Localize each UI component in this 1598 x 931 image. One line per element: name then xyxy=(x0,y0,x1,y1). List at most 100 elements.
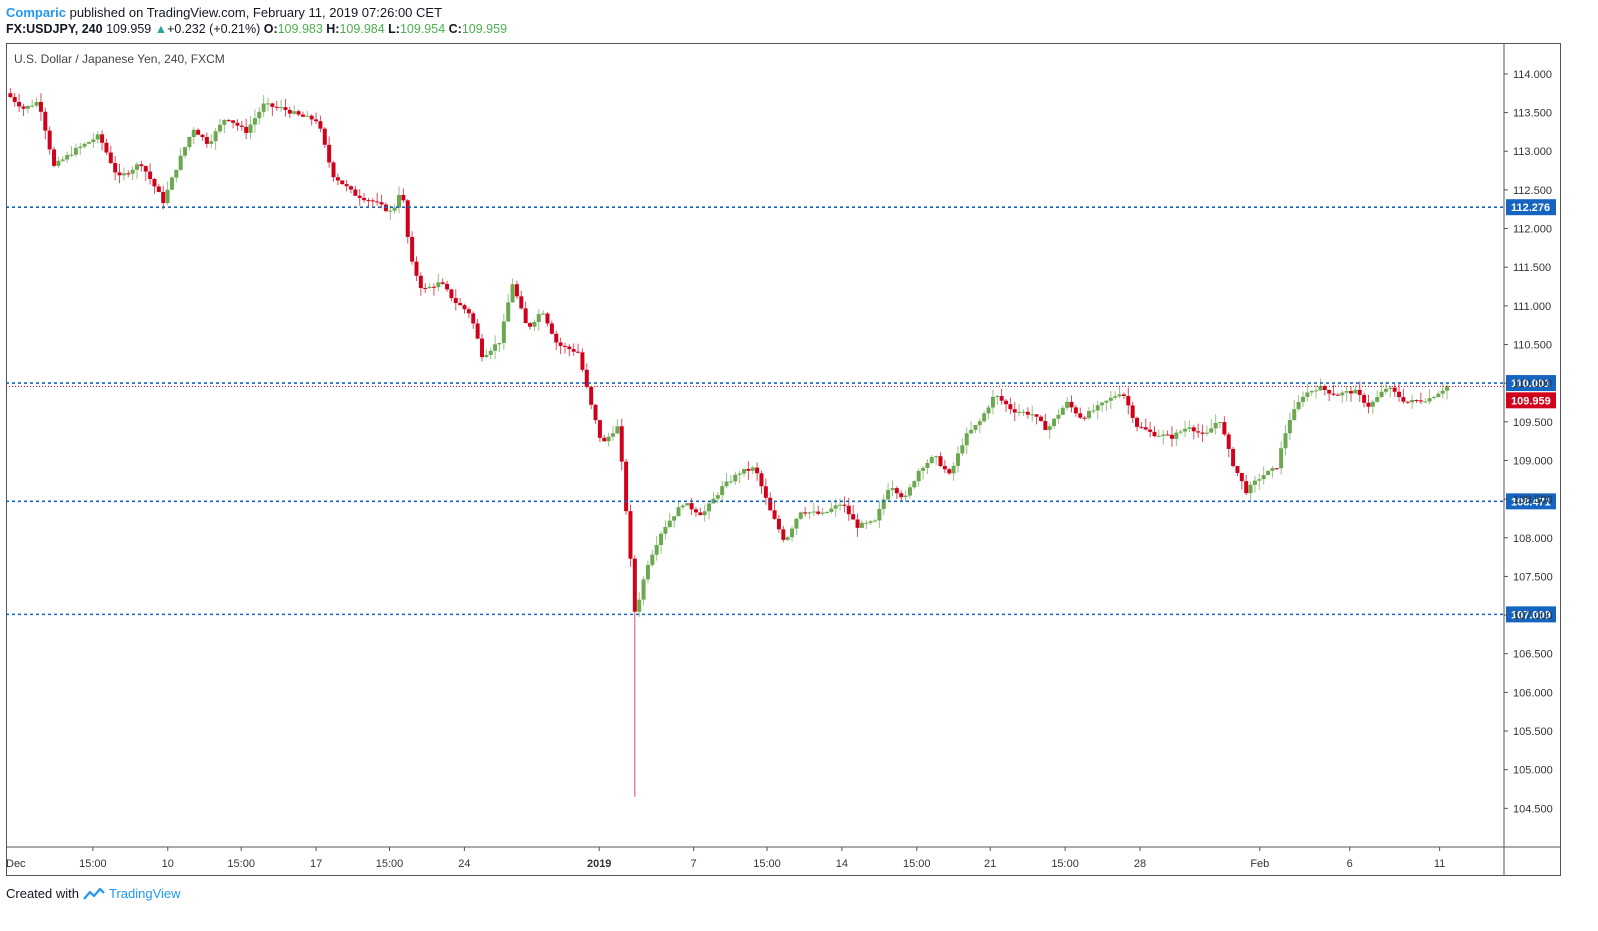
candle-body xyxy=(235,122,240,126)
chart-header: Comparic published on TradingView.com, F… xyxy=(6,4,507,38)
candle-body xyxy=(715,495,720,499)
symbol-label: FX:USDJPY, 240 xyxy=(6,22,103,36)
candle-body xyxy=(38,101,43,112)
candle-body xyxy=(1004,400,1009,405)
candle-body xyxy=(942,466,947,470)
candle-body xyxy=(1235,466,1240,474)
level-label-bg xyxy=(1506,199,1556,216)
candle-body xyxy=(104,142,109,153)
candle-body xyxy=(1300,396,1305,403)
x-tick-label: 15:00 xyxy=(903,858,931,870)
candle-body xyxy=(977,421,982,426)
time-axis[interactable]: Dec 15:00 10 15:00 17 15:00 24 2019 7 15:00 14 15:0… xyxy=(6,847,1445,870)
tradingview-logo-icon xyxy=(83,887,105,900)
candle-body xyxy=(763,486,768,498)
candlestick-chart[interactable]: U.S. Dollar / Japanese Yen, 240, FXCM 11… xyxy=(6,43,1561,876)
tradingview-brand[interactable]: TradingView xyxy=(108,886,181,901)
candle-body xyxy=(65,154,70,160)
candle-body xyxy=(82,143,87,147)
candle-body xyxy=(523,308,528,324)
candle-body xyxy=(969,429,974,434)
candle-body xyxy=(1427,398,1432,402)
candle-body xyxy=(881,499,886,509)
candle-body xyxy=(156,186,161,192)
candle-body xyxy=(244,126,249,133)
footer: Created with TradingView xyxy=(6,886,181,901)
candle-body xyxy=(903,495,908,498)
candle-body xyxy=(1397,391,1402,398)
candle-body xyxy=(1226,434,1231,449)
price-axis[interactable]: 114.000 113.500 113.000 112.500 112.000 111.5… xyxy=(1504,69,1553,815)
candle-body xyxy=(842,504,847,506)
candle-body xyxy=(1410,400,1415,403)
candle-body xyxy=(257,111,262,119)
candle-body xyxy=(1025,411,1030,415)
candle-body xyxy=(519,296,524,309)
candle-body xyxy=(440,282,445,284)
candle-body xyxy=(401,194,406,201)
candle-body xyxy=(610,433,615,437)
candle-body xyxy=(231,120,236,123)
candle-body xyxy=(292,111,297,114)
candle-body xyxy=(1248,484,1253,494)
candle-body xyxy=(1148,429,1153,432)
publish-line: Comparic published on TradingView.com, F… xyxy=(6,4,507,21)
candle-body xyxy=(750,467,755,471)
candle-body xyxy=(300,114,305,117)
candle-body xyxy=(676,507,681,517)
candle-body xyxy=(759,473,764,487)
candle-body xyxy=(493,344,498,351)
candle-body xyxy=(445,283,450,290)
y-tick-label: 106.000 xyxy=(1513,687,1553,699)
candle-body xyxy=(632,558,637,612)
y-tick-label: 108.000 xyxy=(1513,533,1553,545)
candle-body xyxy=(532,321,537,327)
last-price-label: 109.959 xyxy=(1511,395,1551,407)
candle-body xyxy=(21,106,26,109)
candle-body xyxy=(178,155,183,170)
candle-body xyxy=(702,511,707,516)
candle-body xyxy=(562,345,567,347)
candle-body xyxy=(951,465,956,474)
level-label-bg xyxy=(1506,493,1556,510)
candle-body xyxy=(1095,405,1100,411)
candle-body xyxy=(331,162,336,178)
candle-body xyxy=(833,505,838,509)
candle-body xyxy=(226,119,231,121)
candle-body xyxy=(995,396,1000,398)
level-label: 110.001 xyxy=(1511,378,1550,390)
close-value: 109.959 xyxy=(461,22,508,36)
candle-body xyxy=(1178,431,1183,433)
candle-body xyxy=(1012,409,1017,413)
y-tick-label: 104.500 xyxy=(1513,803,1553,815)
candle-body xyxy=(135,164,140,170)
level-label: 108.471 xyxy=(1511,496,1551,508)
candle-body xyxy=(183,147,188,156)
candle-body xyxy=(488,350,493,355)
candle-body xyxy=(1200,432,1205,434)
candle-body xyxy=(217,124,222,132)
candle-body xyxy=(733,474,738,482)
author-link[interactable]: Comparic xyxy=(6,5,66,20)
candle-body xyxy=(890,488,895,490)
candle-body xyxy=(855,519,860,528)
high-label: H: xyxy=(326,22,340,36)
x-tick-label: 17 xyxy=(310,858,322,870)
x-tick-label: 28 xyxy=(1134,858,1146,870)
candle-body xyxy=(1017,411,1022,413)
candle-body xyxy=(597,420,602,438)
candle-body xyxy=(248,124,253,133)
x-tick-label: 15:00 xyxy=(753,858,781,870)
candle-body xyxy=(453,298,458,303)
candle-body xyxy=(1231,448,1236,467)
candle-body xyxy=(418,275,423,289)
x-tick-label: 21 xyxy=(984,858,996,870)
candle-body xyxy=(130,169,135,174)
candle-body xyxy=(1274,468,1279,470)
open-value: 109.983 xyxy=(277,22,323,36)
candle-body xyxy=(824,511,829,513)
y-tick-label: 111.500 xyxy=(1513,262,1551,274)
candle-body xyxy=(593,404,598,421)
y-tick-label: 112.500 xyxy=(1513,185,1552,197)
candle-body xyxy=(986,407,991,414)
